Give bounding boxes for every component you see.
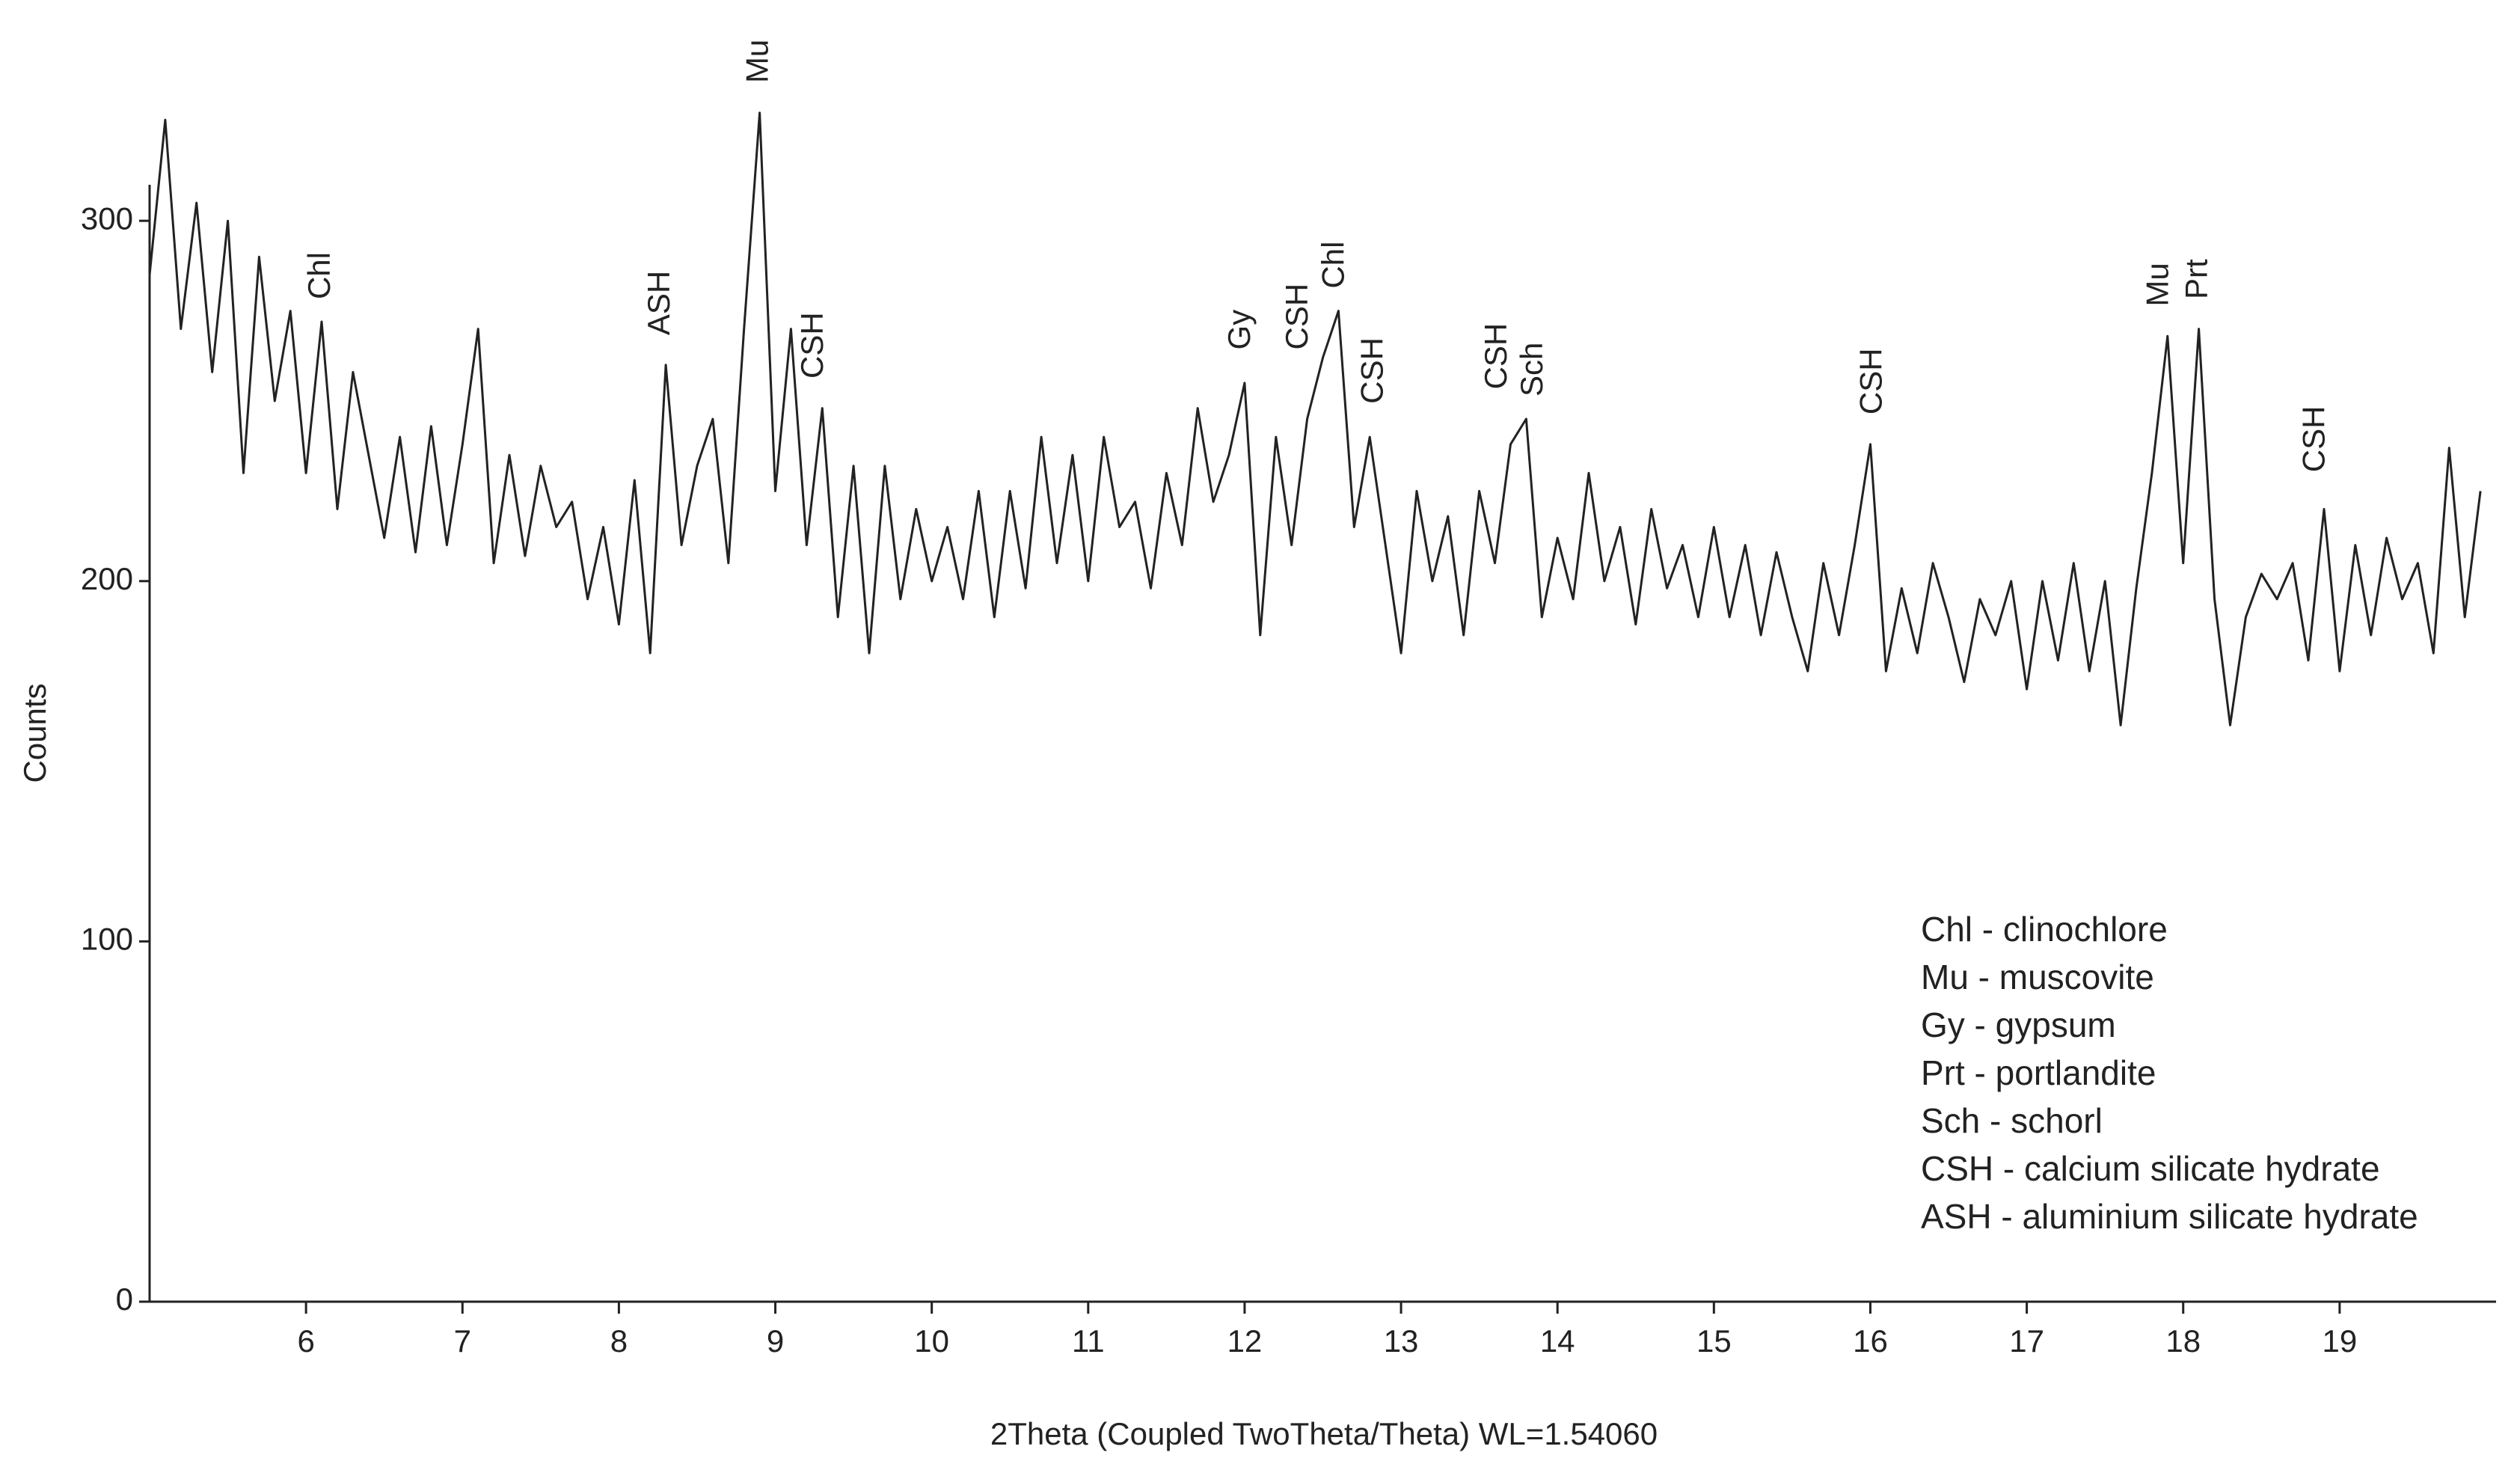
- x-tick-label: 9: [767, 1323, 784, 1359]
- peak-label: Prt: [2179, 259, 2214, 299]
- x-tick-label: 18: [2165, 1323, 2201, 1359]
- x-tick-label: 11: [1072, 1323, 1105, 1359]
- legend-entry: ASH - aluminium silicate hydrate: [1921, 1197, 2418, 1236]
- legend-entry: Chl - clinochlore: [1921, 910, 2168, 949]
- legend-entry: Mu - muscovite: [1921, 958, 2154, 996]
- peak-label: ASH: [641, 271, 676, 335]
- y-tick-label: 100: [81, 921, 133, 956]
- x-tick-label: 6: [297, 1323, 314, 1359]
- peak-label: Gy: [1221, 310, 1257, 350]
- peak-label: CSH: [2296, 405, 2332, 472]
- x-tick-label: 17: [2009, 1323, 2044, 1359]
- peak-label: CSH: [1279, 284, 1314, 350]
- data-line: [148, 111, 2482, 726]
- x-axis-label: 2Theta (Coupled TwoTheta/Theta) WL=1.540…: [990, 1416, 1658, 1451]
- x-tick-label: 16: [1853, 1323, 1888, 1359]
- peak-label: Mu: [740, 40, 775, 83]
- x-tick-label: 8: [610, 1323, 628, 1359]
- x-tick-label: 14: [1540, 1323, 1575, 1359]
- y-axis-label: Counts: [17, 683, 52, 783]
- peak-label: Chl: [301, 252, 337, 299]
- peak-label: Chl: [1315, 242, 1350, 289]
- x-tick-label: 13: [1384, 1323, 1419, 1359]
- x-tick-label: 12: [1227, 1323, 1263, 1359]
- legend-entry: Prt - portlandite: [1921, 1053, 2156, 1092]
- peak-label: CSH: [1478, 323, 1513, 390]
- peak-label: CSH: [1854, 348, 1889, 414]
- x-tick-label: 7: [454, 1323, 471, 1359]
- legend-entry: Gy - gypsum: [1921, 1005, 2116, 1044]
- legend-entry: Sch - schorl: [1921, 1101, 2103, 1140]
- y-tick-label: 0: [116, 1281, 133, 1317]
- y-tick-label: 200: [81, 561, 133, 596]
- x-tick-label: 10: [914, 1323, 949, 1359]
- peak-label: CSH: [1355, 337, 1390, 404]
- peak-label: Mu: [2139, 263, 2174, 306]
- y-tick-label: 300: [81, 200, 133, 236]
- legend-entry: CSH - calcium silicate hydrate: [1921, 1149, 2380, 1188]
- x-tick-label: 19: [2323, 1323, 2358, 1359]
- peak-label: Sch: [1514, 343, 1549, 396]
- x-tick-label: 15: [1696, 1323, 1732, 1359]
- peak-label: CSH: [794, 312, 830, 379]
